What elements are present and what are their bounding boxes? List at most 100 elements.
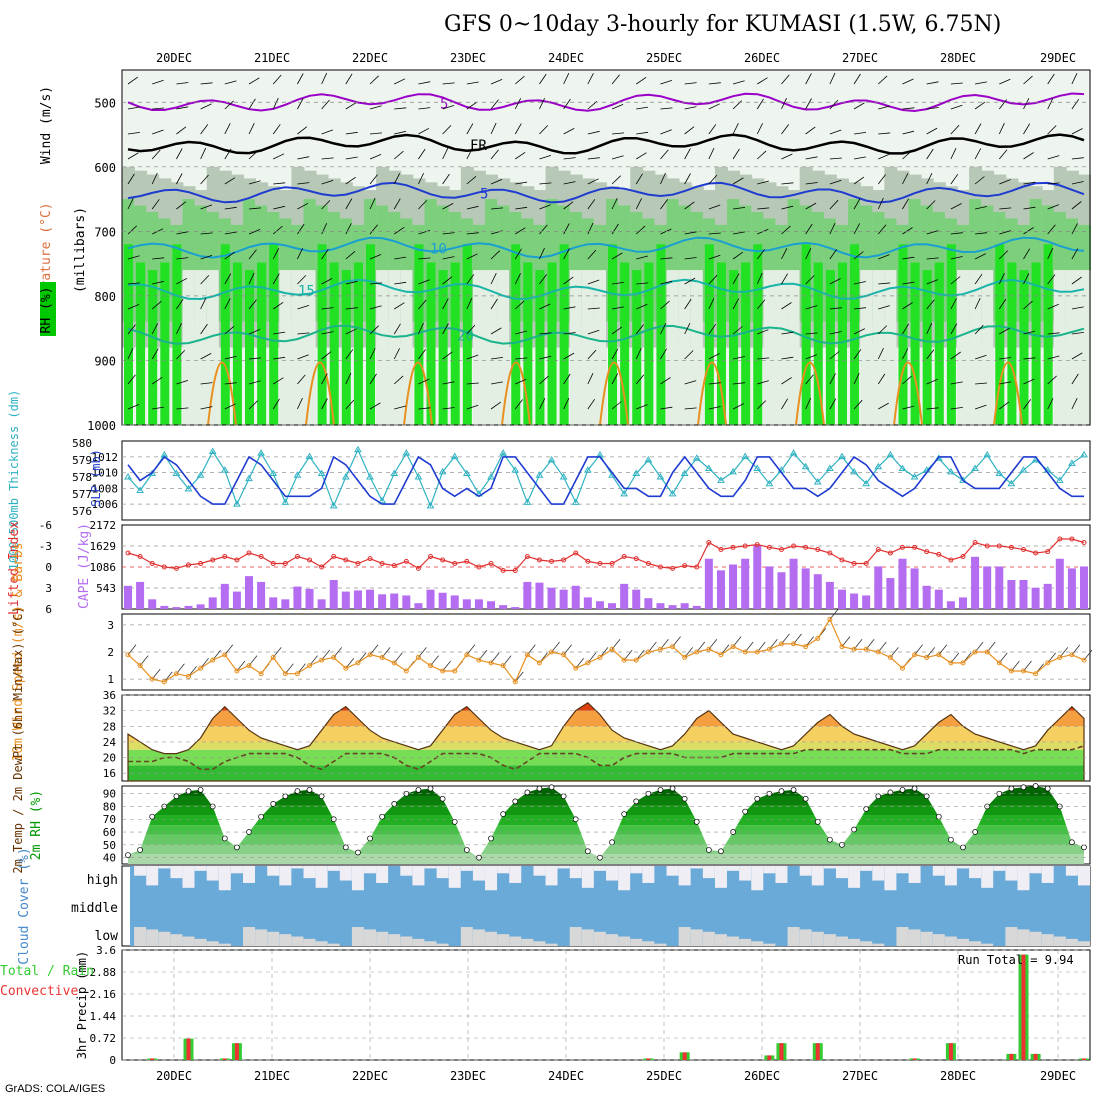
lifted-index-point xyxy=(428,554,434,559)
date-label-bottom: 25DEC xyxy=(646,1069,682,1083)
wind-barb xyxy=(805,156,818,160)
wind-speed-point xyxy=(960,660,966,666)
wind-barb xyxy=(587,307,600,310)
rh-point xyxy=(439,795,446,802)
wind-barb xyxy=(514,273,521,285)
wind-speed-point xyxy=(367,652,373,658)
lifted-index-point xyxy=(355,561,361,566)
wind-speed-point xyxy=(294,671,300,677)
rh-band-saturated xyxy=(462,244,472,425)
wind-barb xyxy=(1023,300,1033,310)
lifted-index-point xyxy=(815,547,821,552)
wind-barb xyxy=(805,374,814,385)
wind-barb xyxy=(466,175,477,185)
wind-barb xyxy=(829,199,839,210)
isotherm-label: FR xyxy=(470,138,487,154)
cloud-low-clear xyxy=(303,938,316,946)
wind-barb xyxy=(829,248,838,260)
wind-barb xyxy=(587,130,600,135)
wind-speed-point xyxy=(343,665,349,671)
wind-barb xyxy=(1023,330,1036,335)
rh-band-saturated xyxy=(620,262,630,425)
cape-bar xyxy=(729,564,738,609)
wind-speed-point xyxy=(827,616,833,622)
isotherm-line xyxy=(127,133,1085,155)
cape-bar xyxy=(414,603,423,609)
cape-bar xyxy=(184,605,193,609)
wind-barb xyxy=(515,330,527,335)
chart-title: GFS 0~10day 3-hourly for KUMASI (1.5W, 6… xyxy=(444,12,1002,37)
rh-band-saturated xyxy=(716,262,726,425)
wind-speed-line xyxy=(127,618,1085,684)
cape-bar xyxy=(148,599,157,609)
wind-barb xyxy=(926,407,939,410)
thickness-point xyxy=(184,484,193,492)
thickness-point xyxy=(874,462,883,470)
cloud-low-clear xyxy=(170,934,183,946)
y-tick-pressure: 600 xyxy=(94,161,116,175)
wind-barb xyxy=(369,254,382,260)
wind-barb xyxy=(998,99,1008,110)
date-label-top: 25DEC xyxy=(646,51,682,65)
wind-barb xyxy=(514,98,522,110)
wind-barb xyxy=(781,331,794,335)
wind-barb xyxy=(442,256,455,260)
cloud-low-clear xyxy=(690,929,703,946)
thickness-point xyxy=(317,469,326,477)
wind-barb xyxy=(224,251,235,260)
cape-bar xyxy=(862,595,871,609)
cloud-low-clear xyxy=(763,943,776,946)
wind-barb xyxy=(200,353,212,360)
cloud-low-clear xyxy=(618,936,631,946)
y-axis-label-pressure: (millibars) xyxy=(73,207,88,293)
lifted-index-point xyxy=(137,554,143,559)
wind-barb xyxy=(877,197,884,210)
y-axis-label-cloud: Cloud Cover (%) xyxy=(17,847,32,964)
rh-point xyxy=(597,854,603,861)
rh-band-saturated xyxy=(172,244,182,425)
wind-barb xyxy=(563,201,574,210)
cloud-high-gap xyxy=(158,866,171,869)
cloud-layer-label: low xyxy=(95,929,119,944)
wind-speed-point xyxy=(403,668,409,674)
wind-barb xyxy=(635,347,642,360)
rh-point xyxy=(790,786,797,793)
y-tick-slp: 1012 xyxy=(92,451,119,464)
wind-barb xyxy=(200,298,207,310)
wind-speed-point xyxy=(948,660,954,666)
wind-barb xyxy=(660,323,667,335)
wind-barb xyxy=(490,99,499,110)
wind-speed-point xyxy=(996,660,1002,666)
rh-point xyxy=(500,811,506,817)
wind-barb xyxy=(854,132,867,135)
wind-barb xyxy=(902,150,912,160)
cloud-high-gap xyxy=(497,866,510,874)
wind-barb xyxy=(224,403,236,410)
cloud-high-gap xyxy=(932,866,945,876)
wind-speed-point xyxy=(621,657,627,663)
cloud-high-gap xyxy=(666,866,679,876)
lifted-index-point xyxy=(1081,540,1087,545)
legend-rh-swatch xyxy=(40,282,56,336)
rh-point xyxy=(379,813,385,820)
thickness-point xyxy=(1055,476,1064,483)
wind-barb xyxy=(442,125,452,135)
wind-speed-point xyxy=(1057,654,1063,660)
wind-barb xyxy=(926,378,938,385)
rh-point xyxy=(778,788,785,794)
wind-barb xyxy=(369,154,382,160)
rh-band-saturated xyxy=(946,244,956,425)
rh-point xyxy=(197,786,204,793)
wind-barb xyxy=(902,173,909,185)
wind-barb xyxy=(248,400,258,410)
cloud-low-clear xyxy=(146,929,159,946)
lifted-index-point xyxy=(791,543,797,549)
rh-band-saturated xyxy=(608,244,618,425)
thickness-point xyxy=(354,445,362,453)
wind-barb xyxy=(781,153,793,160)
rh-point xyxy=(451,818,458,825)
wind-barb xyxy=(272,124,281,135)
wind-barb xyxy=(805,397,812,410)
wind-barb xyxy=(152,406,165,410)
wind-barb xyxy=(1047,375,1057,385)
